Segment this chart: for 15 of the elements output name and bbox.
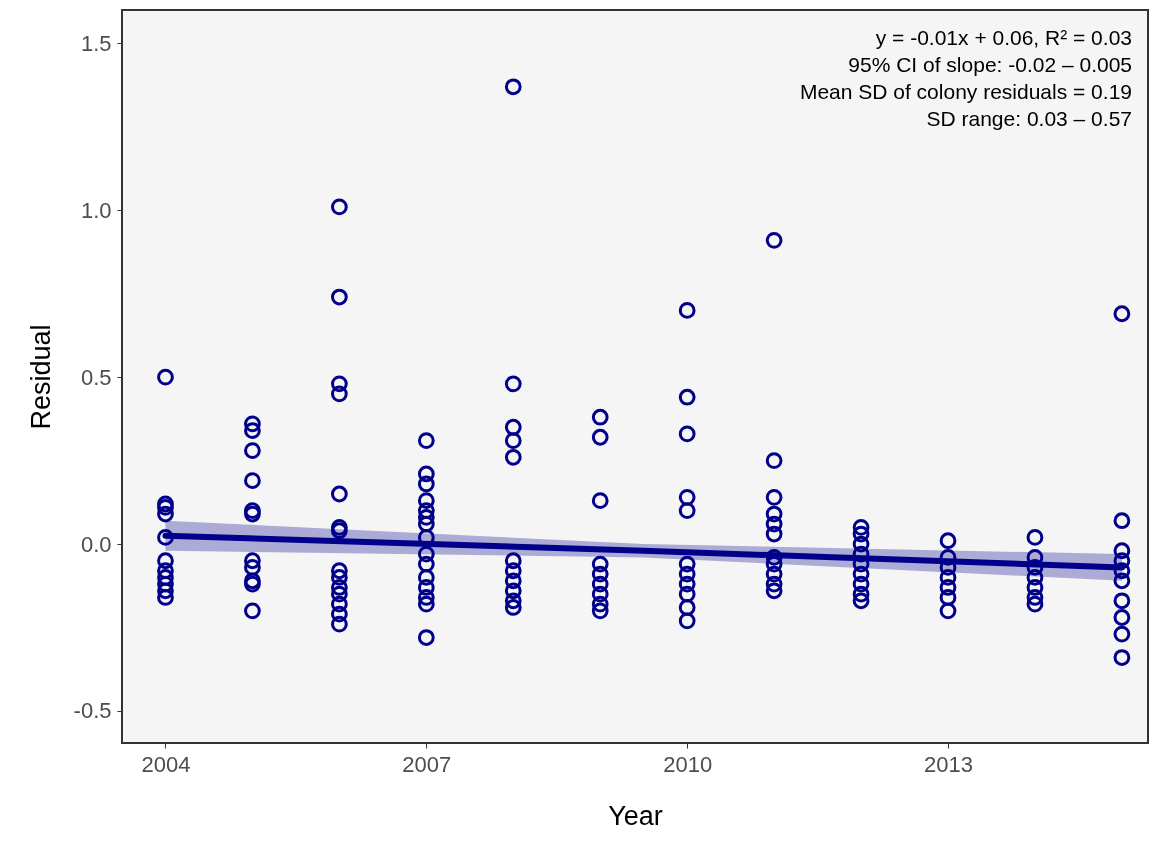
annotation: y = -0.01x + 0.06, R² = 0.03 — [875, 26, 1132, 49]
annotation: 95% CI of slope: -0.02 – 0.005 — [848, 53, 1132, 76]
y-tick-label: 0.5 — [80, 364, 112, 390]
x-tick-label: 2007 — [402, 751, 452, 777]
y-axis-title: Residual — [25, 324, 56, 430]
y-tick-label: -0.5 — [73, 698, 112, 724]
y-tick-label: 0.0 — [80, 531, 112, 557]
x-tick-label: 2004 — [141, 751, 191, 777]
x-tick-label: 2010 — [663, 751, 713, 777]
y-tick-label: 1.5 — [80, 30, 112, 56]
x-axis-title: Year — [608, 800, 663, 831]
y-tick-label: 1.0 — [80, 197, 112, 223]
annotation: Mean SD of colony residuals = 0.19 — [799, 80, 1132, 103]
x-tick-label: 2013 — [924, 751, 973, 777]
annotation: SD range: 0.03 – 0.57 — [926, 107, 1132, 130]
